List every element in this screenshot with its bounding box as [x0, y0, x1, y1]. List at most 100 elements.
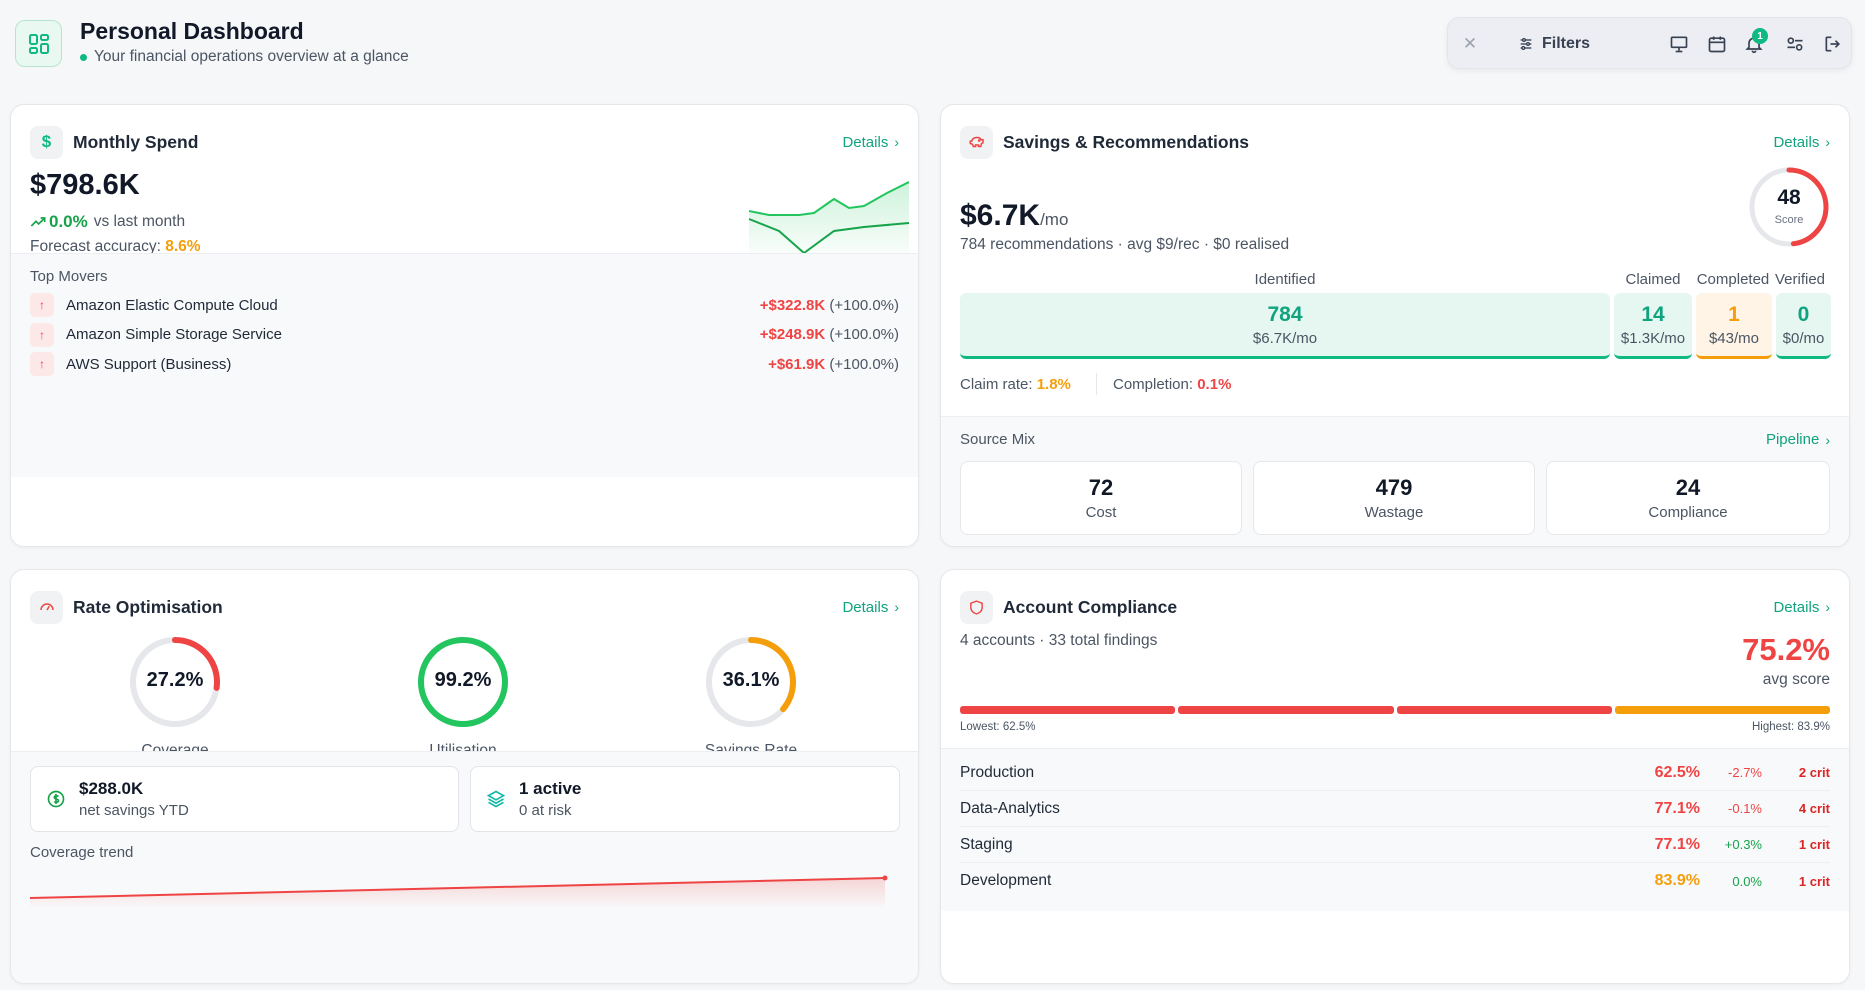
close-filters-button[interactable]: ✕ [1458, 18, 1482, 70]
calendar-button[interactable] [1702, 18, 1732, 70]
source-compliance[interactable]: 24 Compliance [1546, 461, 1830, 535]
change-suffix: vs last month [93, 213, 186, 230]
savings-amount-unit: /mo [1040, 210, 1069, 229]
dollar-circle-icon [45, 788, 67, 810]
top-mover-row[interactable]: ↑ Amazon Elastic Compute Cloud +$322.8K (+… [30, 292, 899, 318]
grid-icon [28, 33, 49, 54]
settings-toggle-button[interactable] [1780, 18, 1810, 70]
card-title: Rate Optimisation [73, 596, 223, 617]
mover-pct: (+100.0%) [829, 296, 899, 314]
account-row[interactable]: Data-Analytics 77.1% -0.1% 4 crit [960, 791, 1830, 827]
account-delta: 0.0% [1732, 873, 1762, 889]
gauge-arc [130, 637, 220, 727]
account-delta: -0.1% [1728, 801, 1762, 816]
mover-pct: (+100.0%) [829, 326, 899, 343]
spend-sparkline [748, 181, 909, 265]
completion-rate: Completion: 0.1% [1113, 376, 1231, 393]
gauge-icon [30, 590, 63, 624]
claim-rate-label: Claim rate: [960, 376, 1033, 393]
filters-button[interactable]: Filters [1504, 18, 1604, 70]
shield-icon [960, 590, 993, 624]
notification-badge: 1 [1752, 28, 1768, 44]
compliance-bar-segment [960, 706, 1176, 714]
filters-label: Filters [1541, 35, 1590, 52]
top-movers-title: Top Movers [30, 268, 108, 285]
account-score: 83.9% [1654, 872, 1700, 889]
rate-optimisation-card: Rate Optimisation Details › 27.2% Coverag… [10, 569, 919, 984]
rate-gauge [418, 637, 508, 727]
gauge-value: 27.2% [146, 669, 204, 691]
monthly-spend-card: $ Monthly Spend Details › $798.6K 0.0% v… [10, 104, 919, 547]
commitments-sub: 0 at risk [519, 802, 572, 819]
stage-claimed[interactable]: 14 $1.3K/mo [1614, 293, 1692, 359]
monthly-spend-details-link[interactable]: Details › [842, 134, 899, 151]
account-row[interactable]: Development 83.9% 0.0% 1 crit [960, 863, 1830, 899]
completion-label: Completion: [1113, 376, 1194, 393]
source-label: Cost [1085, 504, 1117, 521]
presentation-button[interactable] [1664, 18, 1694, 70]
mover-value: +$322.8K (+100.0%) [760, 297, 899, 314]
notifications-button[interactable]: 1 [1739, 18, 1769, 70]
forecast-value: 8.6% [165, 238, 201, 255]
dollar-icon: $ [30, 125, 63, 159]
rate-gauge [706, 637, 796, 727]
toolbar: ✕ Filters 1 [1447, 17, 1852, 69]
stage-verified[interactable]: 0 $0/mo [1776, 293, 1831, 359]
details-label: Details [842, 598, 889, 616]
account-name: Production [960, 763, 1035, 781]
pipeline-link[interactable]: Pipeline › [1766, 431, 1830, 448]
net-savings-value: $288.0K [79, 779, 144, 798]
savings-score-label: Score [1774, 214, 1804, 226]
compliance-highest: Highest: 83.9% [1752, 721, 1830, 733]
compliance-bar-segment [1178, 706, 1394, 714]
details-label: Details [1773, 133, 1820, 151]
source-wastage[interactable]: 479 Wastage [1253, 461, 1535, 535]
account-row[interactable]: Staging 77.1% +0.3% 1 crit [960, 827, 1830, 863]
stage-completed[interactable]: 1 $43/mo [1696, 293, 1772, 359]
stage-label-identified: Identified [1254, 271, 1316, 288]
stage-count: 1 [1728, 302, 1740, 326]
top-mover-row[interactable]: ↑ AWS Support (Business) +$61.9K (+100.0%) [30, 351, 899, 377]
account-row[interactable]: Production 62.5% -2.7% 2 crit [960, 755, 1830, 791]
page-title: Personal Dashboard [80, 18, 304, 44]
account-crit: 2 crit [1798, 765, 1830, 780]
pipeline-label: Pipeline [1765, 431, 1820, 448]
savings-score-value: 48 [1777, 186, 1801, 209]
dashboard-logo [15, 20, 62, 67]
compliance-details-link[interactable]: Details › [1773, 599, 1830, 616]
source-cost[interactable]: 72 Cost [960, 461, 1242, 535]
monthly-spend-change: 0.0% vs last month [30, 212, 185, 232]
stage-value: $6.7K/mo [1252, 329, 1318, 347]
chevron-right-icon: › [1825, 431, 1830, 448]
savings-card: Savings & Recommendations Details › $6.7… [940, 104, 1850, 547]
details-label: Details [842, 133, 889, 151]
stage-count: 14 [1641, 302, 1665, 326]
page-subtitle-text: Your financial operations overview at a … [94, 48, 409, 65]
savings-score-ring [1749, 167, 1829, 247]
rate-details-link[interactable]: Details › [842, 599, 899, 616]
net-savings-box[interactable]: $288.0K net savings YTD [30, 766, 459, 832]
top-movers-section: Top Movers ↑ Amazon Elastic Compute Cloud… [11, 253, 918, 477]
claim-rate-value: 1.8% [1036, 376, 1071, 393]
commitments-box[interactable]: 1 active 0 at risk [470, 766, 900, 832]
savings-details-link[interactable]: Details › [1773, 134, 1830, 151]
compliance-bar-segment [1614, 706, 1830, 714]
forecast-accuracy: Forecast accuracy: 8.6% [30, 238, 201, 256]
chevron-right-icon: › [894, 134, 899, 150]
mover-name: AWS Support (Business) [66, 355, 232, 373]
source-count: 72 [1088, 475, 1114, 500]
top-mover-row[interactable]: ↑ Amazon Simple Storage Service +$248.9K (… [30, 322, 899, 348]
savings-amount: $6.7K/mo [960, 199, 1068, 233]
piggy-bank-icon [960, 125, 993, 159]
presentation-icon [1670, 36, 1688, 53]
mover-amount: +$322.8K [759, 296, 826, 314]
net-savings-label: net savings YTD [79, 802, 189, 819]
account-score: 77.1% [1654, 835, 1700, 853]
stage-identified[interactable]: 784 $6.7K/mo [960, 293, 1610, 359]
account-score: 77.1% [1654, 799, 1700, 817]
divider [1096, 373, 1097, 395]
stage-value: $1.3K/mo [1620, 329, 1686, 347]
stage-count: 784 [1267, 302, 1303, 326]
logout-button[interactable] [1818, 18, 1848, 70]
mover-amount: +$61.9K [768, 355, 826, 373]
